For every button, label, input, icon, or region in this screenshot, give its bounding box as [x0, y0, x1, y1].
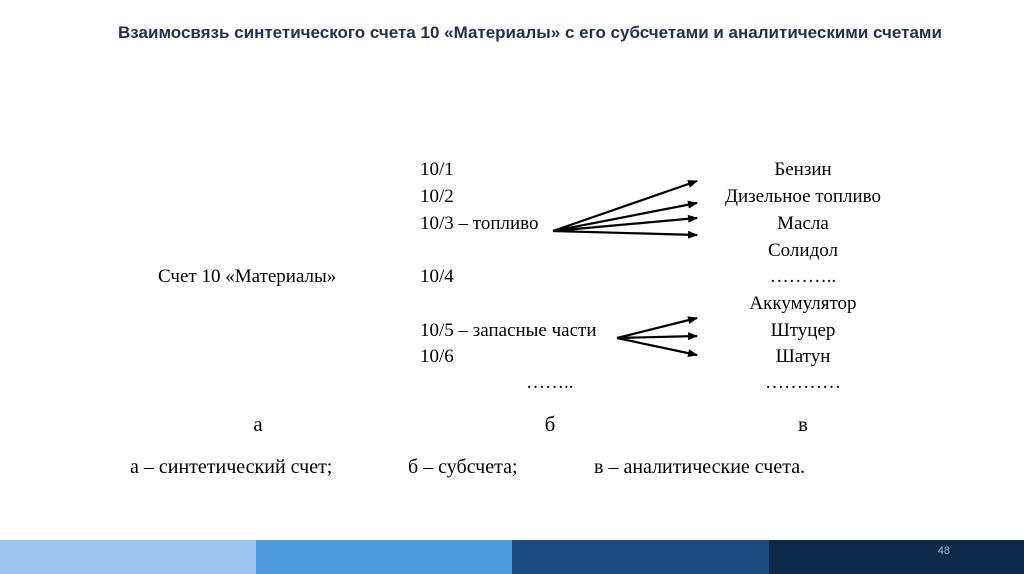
- analytical-account-item: Масла: [777, 213, 829, 234]
- arrow: [552, 214, 698, 233]
- analytical-account-item: Аккумулятор: [749, 293, 857, 314]
- arrow: [616, 316, 698, 340]
- legend-item: в – аналитические счета.: [594, 456, 806, 478]
- subaccount-item: 10/2: [420, 186, 454, 207]
- analytical-account-item: Бензин: [774, 159, 832, 180]
- column-label-b: б: [544, 412, 556, 436]
- column-label-a: а: [253, 412, 263, 436]
- arrow: [616, 336, 698, 358]
- analytical-account-item: ………..: [769, 266, 837, 287]
- footer-segment: [769, 540, 1024, 574]
- subaccount-item: ……..: [526, 372, 574, 393]
- subaccount-item: 10/1: [420, 159, 454, 180]
- footer-segment: [0, 540, 256, 574]
- subaccount-item: 10/5 – запасные части: [420, 320, 597, 341]
- analytical-account-item: Дизельное топливо: [724, 186, 882, 207]
- legend-item: б – субсчета;: [408, 456, 518, 478]
- slide-title: Взаимосвязь синтетического счета 10 «Мат…: [118, 23, 942, 42]
- page-number: 48: [937, 545, 950, 557]
- analytical-account-item: …………: [765, 372, 841, 393]
- subaccount-item: 10/3 – топливо: [420, 213, 539, 234]
- subaccount-item: 10/6: [420, 346, 454, 367]
- footer-bar: [0, 540, 1024, 574]
- synthetic-account-label: Счет 10 «Материалы»: [158, 266, 337, 287]
- subaccount-item: 10/4: [420, 266, 454, 287]
- arrow: [616, 332, 698, 341]
- footer-segment: [512, 540, 769, 574]
- arrow: [552, 200, 698, 233]
- analytical-account-item: Штуцер: [770, 320, 836, 341]
- footer-segment: [256, 540, 512, 574]
- legend-item: а – синтетический счет;: [130, 456, 333, 478]
- column-label-v: в: [798, 412, 808, 436]
- arrow: [552, 179, 698, 233]
- arrow: [552, 229, 698, 239]
- analytical-account-item: Шатун: [775, 346, 831, 367]
- analytical-account-item: Солидол: [768, 240, 838, 261]
